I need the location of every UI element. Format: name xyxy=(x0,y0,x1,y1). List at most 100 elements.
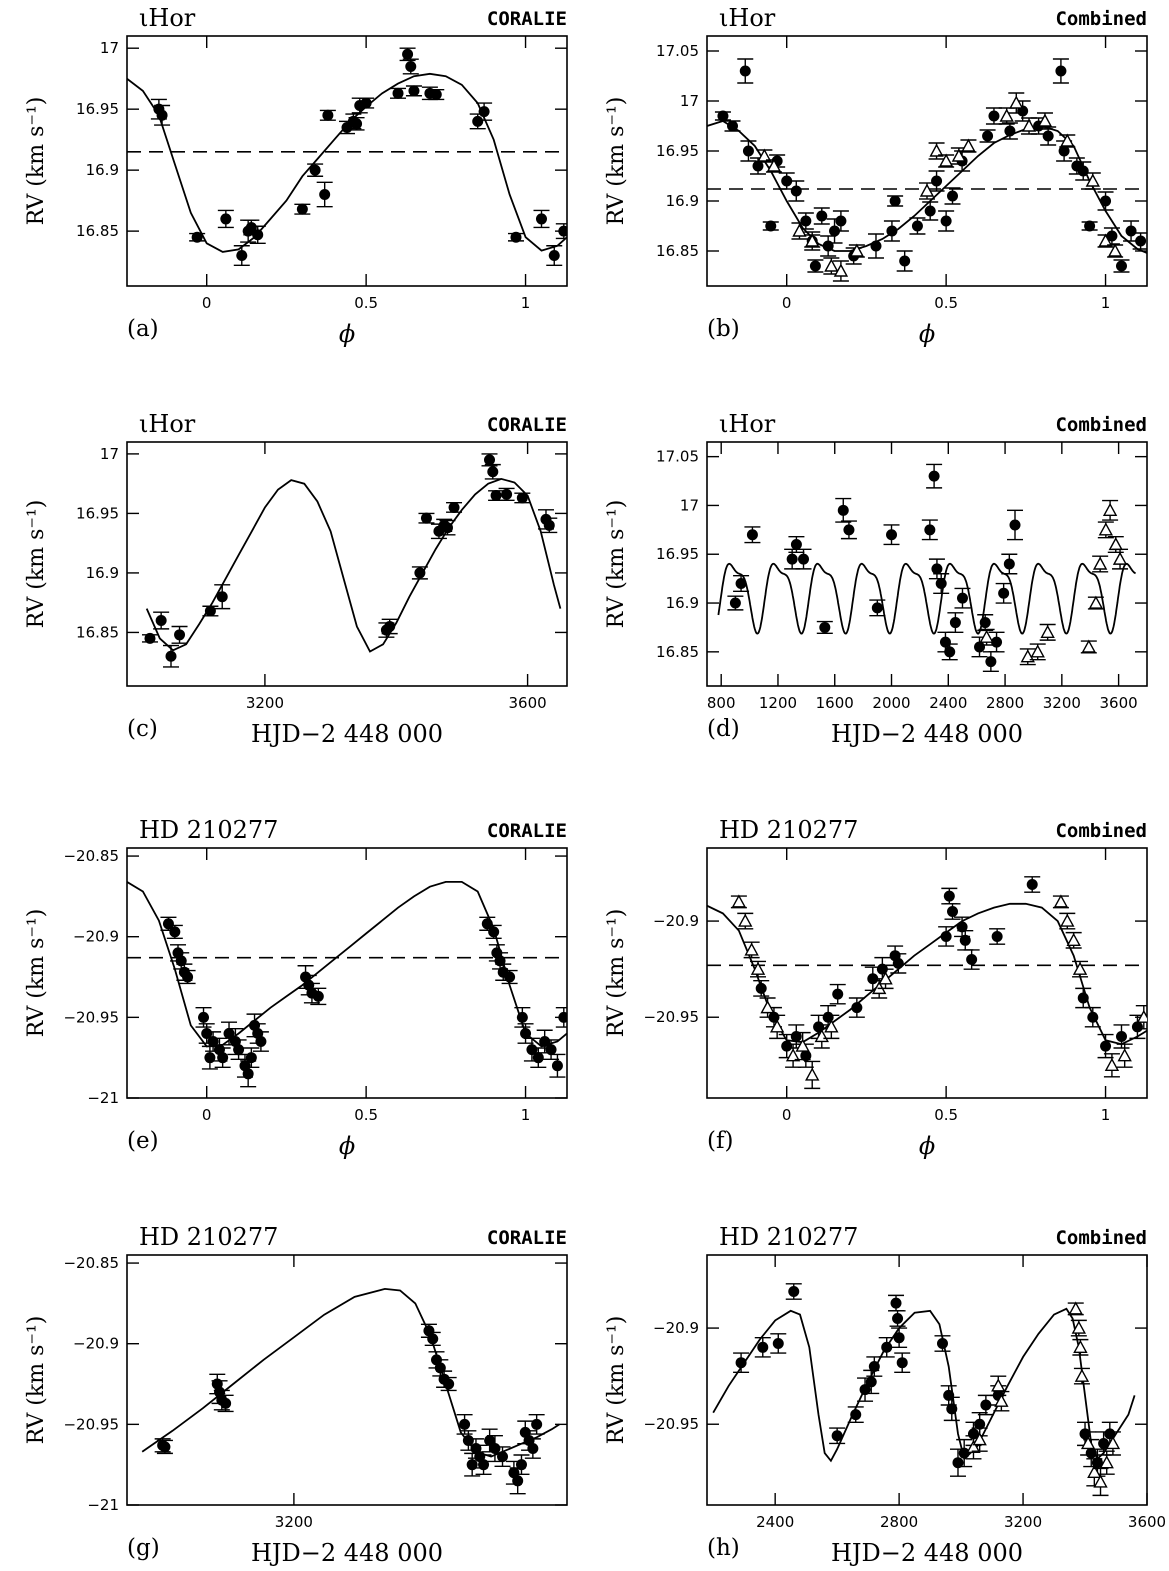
triangle-marker xyxy=(966,1439,981,1454)
rv-point-circle xyxy=(446,501,463,513)
rv-point-circle xyxy=(995,582,1012,604)
rv-point-circle xyxy=(944,903,961,920)
x-tick-label: 1600 xyxy=(816,694,854,712)
circle-marker xyxy=(765,220,777,232)
circle-marker xyxy=(217,1052,229,1064)
circle-marker xyxy=(956,592,968,604)
x-tick-label: 2400 xyxy=(929,694,967,712)
circle-marker xyxy=(1084,220,1096,232)
circle-marker xyxy=(717,110,729,122)
rv-point-circle xyxy=(1081,220,1098,232)
rv-point-circle xyxy=(979,129,996,143)
rv-point-circle xyxy=(252,1031,269,1052)
circle-marker xyxy=(516,1011,528,1023)
rv-point-circle xyxy=(189,231,206,243)
circle-marker xyxy=(928,470,940,482)
rv-point-circle xyxy=(887,195,904,207)
rv-point-triangle xyxy=(1098,1450,1115,1475)
rv-point-circle xyxy=(1024,876,1041,893)
circle-marker xyxy=(1100,1040,1112,1052)
rv-point-circle xyxy=(513,1454,530,1476)
x-axis-label: HJD−2 448 000 xyxy=(831,1539,1023,1567)
rv-point-circle xyxy=(840,520,857,540)
rv-point-circle xyxy=(533,209,550,229)
star-name: ιHor xyxy=(139,4,196,32)
rv-point-circle xyxy=(440,1376,457,1392)
rv-point-circle xyxy=(319,109,336,121)
rv-point-circle xyxy=(494,1446,511,1467)
circle-marker xyxy=(979,617,991,629)
circle-marker xyxy=(501,488,513,500)
rv-point-circle xyxy=(941,887,958,905)
triangle-marker xyxy=(1009,95,1024,109)
rv-panel-7: 3200 −21 −20.95 −20.9 −20.85 HD 210277 CORALIE… xyxy=(24,1223,568,1567)
rv-point-triangle xyxy=(1104,1431,1121,1456)
x-tick-label: 2800 xyxy=(986,694,1024,712)
y-tick-label: 16.85 xyxy=(656,242,699,260)
triangle-marker xyxy=(744,942,759,956)
y-tick-label: −21 xyxy=(87,1089,119,1107)
circle-marker xyxy=(781,1040,793,1052)
rv-point-circle xyxy=(733,575,750,593)
rv-point-circle xyxy=(985,107,1002,125)
rv-point-circle xyxy=(1001,553,1018,575)
triangle-marker xyxy=(738,913,753,927)
circle-marker xyxy=(1026,879,1038,891)
circle-marker xyxy=(924,524,936,536)
rv-point-circle xyxy=(714,110,731,122)
triangle-marker xyxy=(805,233,820,247)
rv-point-circle xyxy=(1113,259,1130,273)
circle-marker xyxy=(245,1052,257,1064)
y-tick-label: 16.9 xyxy=(86,564,119,582)
rv-point-circle xyxy=(788,535,805,553)
plot-area xyxy=(712,1283,1136,1497)
rv-point-triangle xyxy=(1021,117,1038,135)
y-tick-label: 17 xyxy=(680,496,699,514)
rv-point-circle xyxy=(954,587,971,609)
circle-marker xyxy=(504,971,516,983)
circle-marker xyxy=(201,1027,213,1039)
rv-point-circle xyxy=(543,1039,560,1060)
rv-point-triangle xyxy=(1008,92,1025,114)
circle-marker xyxy=(798,553,810,565)
circle-marker xyxy=(946,1403,958,1415)
x-tick-label: 1 xyxy=(1101,294,1111,312)
circle-marker xyxy=(865,1376,877,1388)
rv-point-triangle xyxy=(785,1043,802,1068)
rv-point-circle xyxy=(217,1394,234,1413)
rv-point-circle xyxy=(921,519,938,541)
circle-marker xyxy=(427,1333,439,1345)
circle-marker xyxy=(870,240,882,252)
circle-marker xyxy=(204,605,216,617)
triangle-marker xyxy=(1098,233,1113,247)
circle-marker xyxy=(558,225,567,237)
rv-panel-1: 0 0.5 1 16.85 16.9 16.95 17 ιHor CORALIE (a) ϕ RV (… xyxy=(24,4,568,348)
rv-point-triangle xyxy=(1052,894,1069,909)
circle-marker xyxy=(1077,165,1089,177)
instrument-label: CORALIE xyxy=(487,1227,567,1249)
rv-point-triangle xyxy=(804,1060,821,1090)
orbital-fit-curve xyxy=(145,477,562,653)
rv-point-triangle xyxy=(990,1375,1007,1397)
plot-area xyxy=(707,58,1147,282)
rv-point-circle xyxy=(965,1421,982,1447)
y-tick-label: 16.9 xyxy=(666,594,699,612)
triangle-marker xyxy=(1068,1301,1083,1315)
y-axis-label: RV (km s⁻¹) xyxy=(24,97,49,226)
circle-marker xyxy=(781,175,793,187)
rv-point-circle xyxy=(829,983,846,1005)
rv-point-circle xyxy=(310,987,327,1006)
rv-point-triangle xyxy=(1092,1467,1109,1497)
circle-marker xyxy=(757,1341,769,1353)
triangle-marker xyxy=(1072,961,1088,975)
rv-point-circle xyxy=(894,1352,911,1374)
circle-marker xyxy=(296,203,308,215)
triangle-marker xyxy=(1040,624,1055,639)
rv-point-circle xyxy=(541,517,558,534)
star-name: HD 210277 xyxy=(719,1223,858,1251)
circle-marker xyxy=(1135,235,1147,247)
x-tick-label: 0.5 xyxy=(934,1106,958,1124)
y-axis-label: RV (km s⁻¹) xyxy=(604,97,629,226)
y-tick-label: −20.85 xyxy=(63,1254,119,1272)
rv-point-circle xyxy=(475,1454,492,1476)
